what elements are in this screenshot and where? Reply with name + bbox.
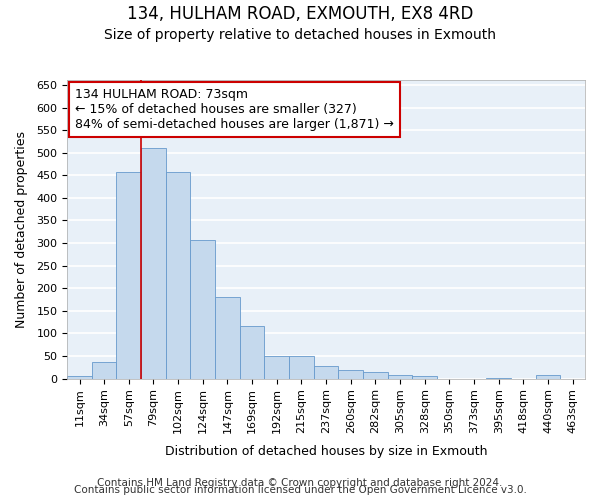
- Bar: [388, 375, 412, 378]
- Bar: [240, 326, 265, 378]
- Bar: [536, 376, 560, 378]
- Bar: [190, 240, 215, 378]
- Bar: [338, 370, 363, 378]
- Bar: [412, 376, 437, 378]
- Text: Size of property relative to detached houses in Exmouth: Size of property relative to detached ho…: [104, 28, 496, 42]
- Bar: [116, 172, 141, 378]
- Bar: [314, 366, 338, 378]
- Text: 134, HULHAM ROAD, EXMOUTH, EX8 4RD: 134, HULHAM ROAD, EXMOUTH, EX8 4RD: [127, 5, 473, 23]
- Bar: [265, 356, 289, 378]
- X-axis label: Distribution of detached houses by size in Exmouth: Distribution of detached houses by size …: [165, 444, 487, 458]
- Bar: [67, 376, 92, 378]
- Text: Contains public sector information licensed under the Open Government Licence v3: Contains public sector information licen…: [74, 485, 526, 495]
- Bar: [363, 372, 388, 378]
- Bar: [166, 172, 190, 378]
- Bar: [215, 298, 240, 378]
- Bar: [289, 356, 314, 378]
- Y-axis label: Number of detached properties: Number of detached properties: [15, 131, 28, 328]
- Text: Contains HM Land Registry data © Crown copyright and database right 2024.: Contains HM Land Registry data © Crown c…: [97, 478, 503, 488]
- Text: 134 HULHAM ROAD: 73sqm
← 15% of detached houses are smaller (327)
84% of semi-de: 134 HULHAM ROAD: 73sqm ← 15% of detached…: [75, 88, 394, 131]
- Bar: [141, 148, 166, 378]
- Bar: [92, 362, 116, 378]
